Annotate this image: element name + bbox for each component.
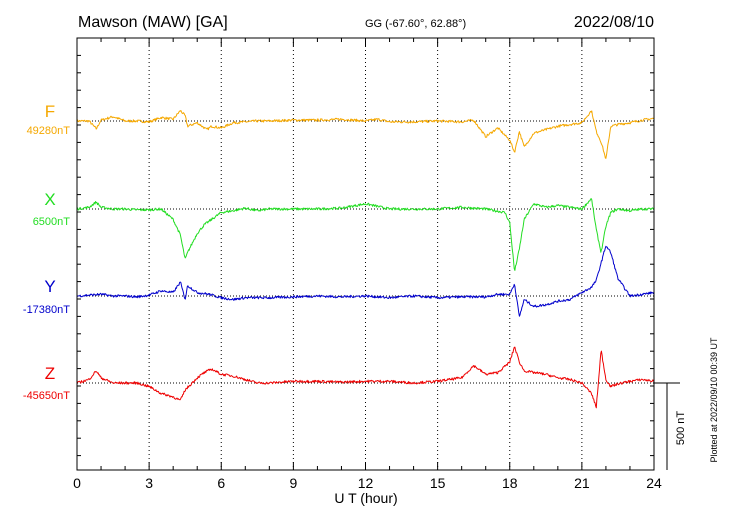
plotted-timestamp: Plotted at 2022/09/10 00:39 UT	[709, 337, 719, 463]
x-tick-label: 0	[73, 475, 81, 491]
x-tick-label: 24	[646, 475, 662, 491]
station-title: Mawson (MAW) [GA]	[78, 14, 228, 31]
baseline-value-y: -17380nT	[23, 304, 70, 316]
x-tick-label: 21	[574, 475, 590, 491]
x-tick-label: 9	[289, 475, 297, 491]
baseline-value-x: 6500nT	[33, 216, 71, 228]
plot-date: 2022/08/10	[574, 14, 654, 31]
scale-bar: 500 nT	[654, 382, 687, 470]
x-tick-label: 15	[430, 475, 446, 491]
trace-y	[76, 245, 655, 317]
x-tick-label: 3	[145, 475, 153, 491]
baseline-value-f: 49280nT	[27, 125, 71, 137]
time-gridlines	[148, 38, 583, 470]
component-labels: F 49280nT X 6500nT Y -17380nT Z -45650nT	[23, 102, 70, 402]
axis-ticks	[76, 37, 655, 470]
component-traces	[76, 110, 655, 409]
component-name-x: X	[44, 190, 55, 209]
x-tick-label: 18	[502, 475, 518, 491]
x-tick-labels: 0 3 6 9 12 15 18 21 24	[73, 475, 662, 491]
component-name-z: Z	[45, 364, 55, 383]
component-name-y: Y	[44, 277, 55, 296]
baseline-value-z: -45650nT	[23, 390, 70, 402]
x-tick-label: 12	[358, 475, 374, 491]
component-name-f: F	[45, 102, 55, 121]
x-axis-label: U T (hour)	[334, 490, 397, 506]
x-tick-label: 6	[217, 475, 225, 491]
scale-bar-label: 500 nT	[675, 411, 687, 446]
trace-f	[76, 110, 655, 159]
trace-x	[76, 198, 655, 271]
component-baselines	[77, 120, 654, 384]
trace-z	[76, 346, 655, 409]
geo-coordinates: GG (-67.60°, 62.88°)	[365, 18, 466, 30]
